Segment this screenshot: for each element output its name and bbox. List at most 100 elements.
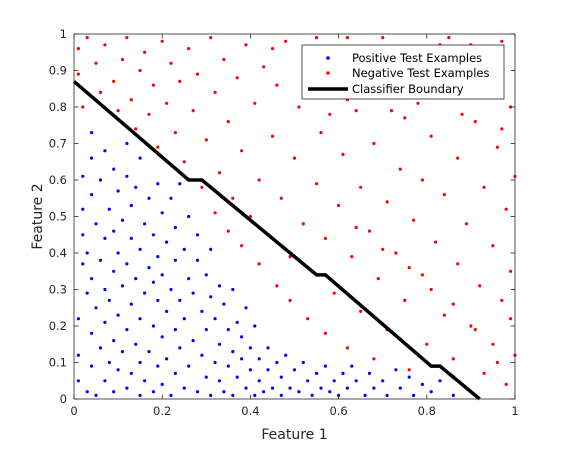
positive-point [204, 375, 208, 379]
y-tick-label: 0.5 [49, 210, 67, 224]
negative-point [292, 156, 297, 160]
negative-point [345, 346, 349, 350]
positive-point [160, 335, 164, 339]
positive-point [147, 266, 151, 270]
positive-point [394, 368, 398, 372]
positive-point [90, 364, 94, 368]
positive-point [81, 262, 85, 266]
negative-point [151, 83, 155, 87]
positive-point [107, 360, 111, 365]
positive-point [160, 211, 164, 215]
negative-point [253, 101, 257, 105]
negative-point [213, 90, 217, 94]
positive-point [165, 357, 169, 361]
positive-point [372, 386, 376, 390]
negative-point [389, 109, 394, 113]
positive-point [367, 371, 372, 375]
negative-point [442, 313, 446, 317]
positive-point [120, 218, 125, 222]
negative-point [103, 43, 107, 47]
x-tick-label: 0.8 [418, 404, 436, 418]
negative-point [367, 229, 372, 233]
positive-point [138, 393, 142, 397]
positive-point [341, 371, 345, 375]
positive-point [134, 277, 138, 281]
positive-point [156, 255, 160, 259]
positive-point [112, 269, 116, 273]
positive-point [143, 222, 147, 226]
positive-point [412, 393, 416, 397]
positive-point [156, 182, 160, 186]
legend-item-boundary: Classifier Boundary [308, 82, 464, 96]
positive-point [112, 390, 116, 394]
negative-point [469, 324, 473, 328]
axes: 0 0.2 0.4 0.6 0.8 1 0 0.1 0.2 0.3 0.4 0.5 0.6 0.7 0.8 0… [49, 27, 519, 418]
positive-point [275, 360, 279, 365]
negative-point [500, 39, 504, 43]
negative-point [337, 203, 341, 208]
negative-point [226, 120, 230, 124]
positive-point [107, 298, 111, 302]
negative-point [504, 207, 508, 211]
negative-point [240, 149, 244, 153]
y-tick-label: 0.1 [49, 356, 67, 370]
positive-point [217, 379, 222, 383]
positive-point [217, 342, 222, 346]
negative-point [138, 68, 142, 73]
positive-point [76, 353, 80, 357]
positive-point [182, 317, 186, 321]
positive-point [125, 174, 129, 178]
positive-point [90, 331, 94, 335]
negative-point [169, 61, 173, 65]
negative-point [420, 273, 424, 277]
positive-point [213, 360, 217, 365]
positive-point [323, 364, 327, 368]
x-axis-label: Feature 1 [261, 427, 327, 443]
negative-point [195, 72, 200, 76]
negative-point [482, 371, 486, 375]
positive-point [195, 258, 200, 262]
negative-point [328, 112, 332, 116]
positive-point [279, 375, 283, 379]
positive-point [200, 309, 204, 313]
positive-point [112, 339, 116, 343]
positive-point [129, 203, 133, 208]
negative-point [76, 72, 80, 76]
positive-point [81, 207, 85, 211]
y-tick-label: 0 [60, 392, 67, 406]
positive-point [266, 368, 270, 372]
positive-point [297, 390, 301, 394]
positive-point [169, 196, 173, 200]
negative-point [178, 79, 182, 83]
positive-point [217, 284, 222, 288]
positive-point [231, 350, 235, 354]
positive-point [429, 390, 433, 394]
positive-point [116, 368, 120, 372]
positive-point [244, 386, 248, 390]
positive-point [173, 371, 177, 375]
positive-point [125, 386, 129, 390]
negative-point [434, 240, 438, 244]
positive-point [138, 156, 142, 160]
positive-point [138, 360, 142, 365]
positive-point [129, 302, 133, 306]
positive-point [98, 258, 103, 262]
positive-point [76, 379, 80, 383]
negative-point [473, 120, 477, 124]
negative-point [257, 178, 261, 182]
positive-point [151, 233, 155, 237]
negative-point [464, 222, 469, 226]
negative-point [94, 61, 98, 65]
positive-point [160, 382, 164, 386]
positive-point [165, 309, 169, 313]
positive-point [103, 287, 107, 292]
x-tick-label: 1 [511, 404, 518, 418]
negative-point [116, 109, 120, 113]
positive-point [178, 182, 182, 186]
negative-point [315, 36, 319, 40]
legend: Positive Test Examples Negative Test Exa… [301, 44, 505, 100]
negative-point [403, 116, 407, 120]
negative-point [275, 284, 279, 288]
negative-point [319, 131, 323, 135]
